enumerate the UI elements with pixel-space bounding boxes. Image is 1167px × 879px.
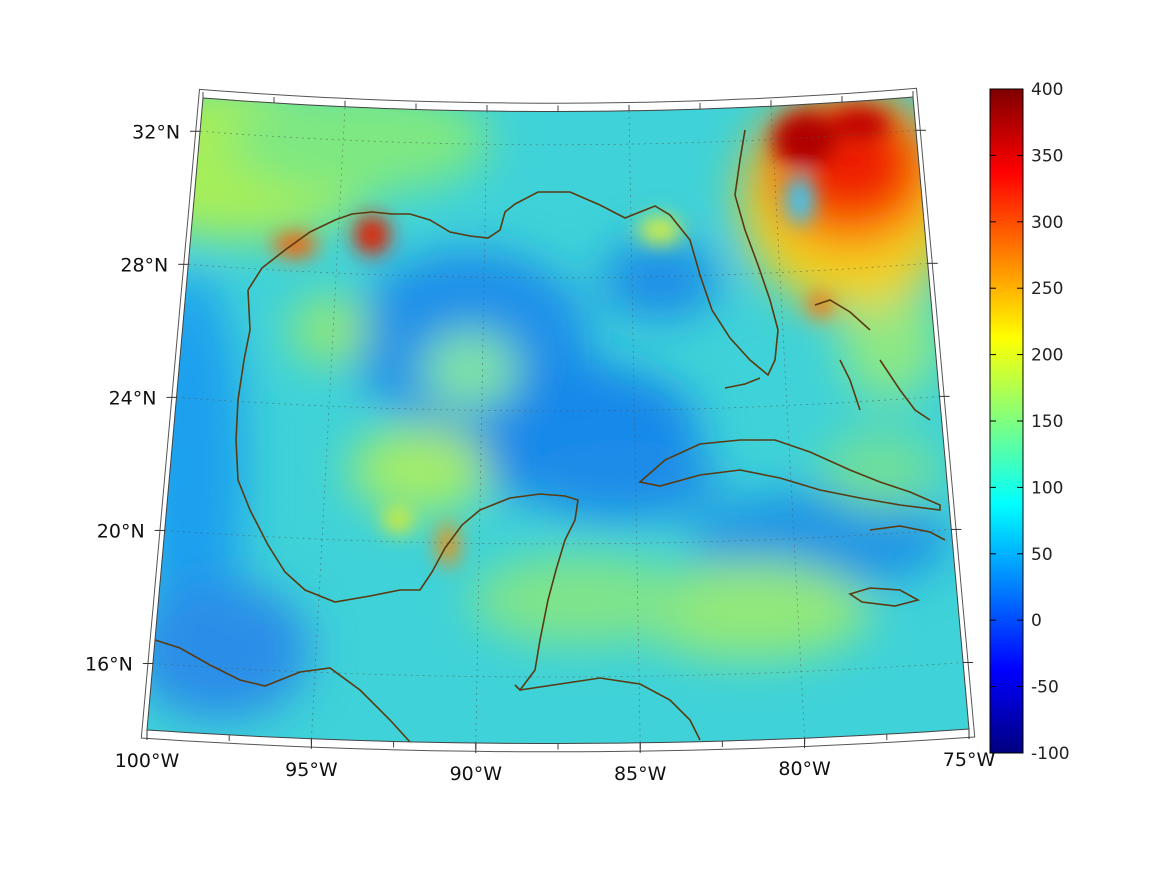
colorbar-tick-label: 0 xyxy=(1031,611,1042,631)
colorbar-tick-label: 250 xyxy=(1031,279,1063,299)
colorbar-ticks: 400 350 300 250 200 150 100 50 0 -50 -100 xyxy=(990,80,1070,764)
longitude-tick-label: 100°W xyxy=(115,750,180,772)
colorbar-tick-label: 350 xyxy=(1031,146,1063,166)
coastlines xyxy=(154,129,946,743)
parallel-line xyxy=(164,529,952,545)
colorbar-tick-label: 50 xyxy=(1031,545,1053,565)
longitude-tick-label: 80°W xyxy=(778,758,831,780)
colorbar-tick-label: 150 xyxy=(1031,412,1063,432)
longitude-tick-label: 95°W xyxy=(285,759,338,781)
latitude-tick-label: 16°N xyxy=(85,653,133,675)
latitude-tick-label: 28°N xyxy=(120,254,168,276)
latitude-tick-label: 32°N xyxy=(132,121,180,143)
parallel-line xyxy=(176,396,940,412)
latitude-tick-label: 24°N xyxy=(109,387,157,409)
colorbar: 400 350 300 250 200 150 100 50 0 -50 -100 xyxy=(989,80,1070,764)
latitude-tick-labels: 32°N 28°N 24°N 20°N 16°N xyxy=(85,121,974,675)
colorbar-tick-label: -50 xyxy=(1031,678,1059,698)
longitude-tick-label: 75°W xyxy=(943,749,996,771)
map-frame-border xyxy=(140,87,976,753)
colorbar-tick-label: 400 xyxy=(1031,80,1063,100)
colorbar-tick-label: -100 xyxy=(1031,744,1070,764)
longitude-tick-label: 85°W xyxy=(614,763,667,785)
colorbar-tick-label: 300 xyxy=(1031,213,1063,233)
value-field xyxy=(147,97,969,744)
longitude-tick-label: 90°W xyxy=(450,763,503,785)
colorbar-tick-label: 100 xyxy=(1031,478,1063,498)
colorbar-tick-label: 200 xyxy=(1031,346,1063,366)
longitude-tick-labels: 100°W 95°W 90°W 85°W 80°W 75°W xyxy=(115,729,996,785)
latitude-tick-label: 20°N xyxy=(97,520,145,542)
